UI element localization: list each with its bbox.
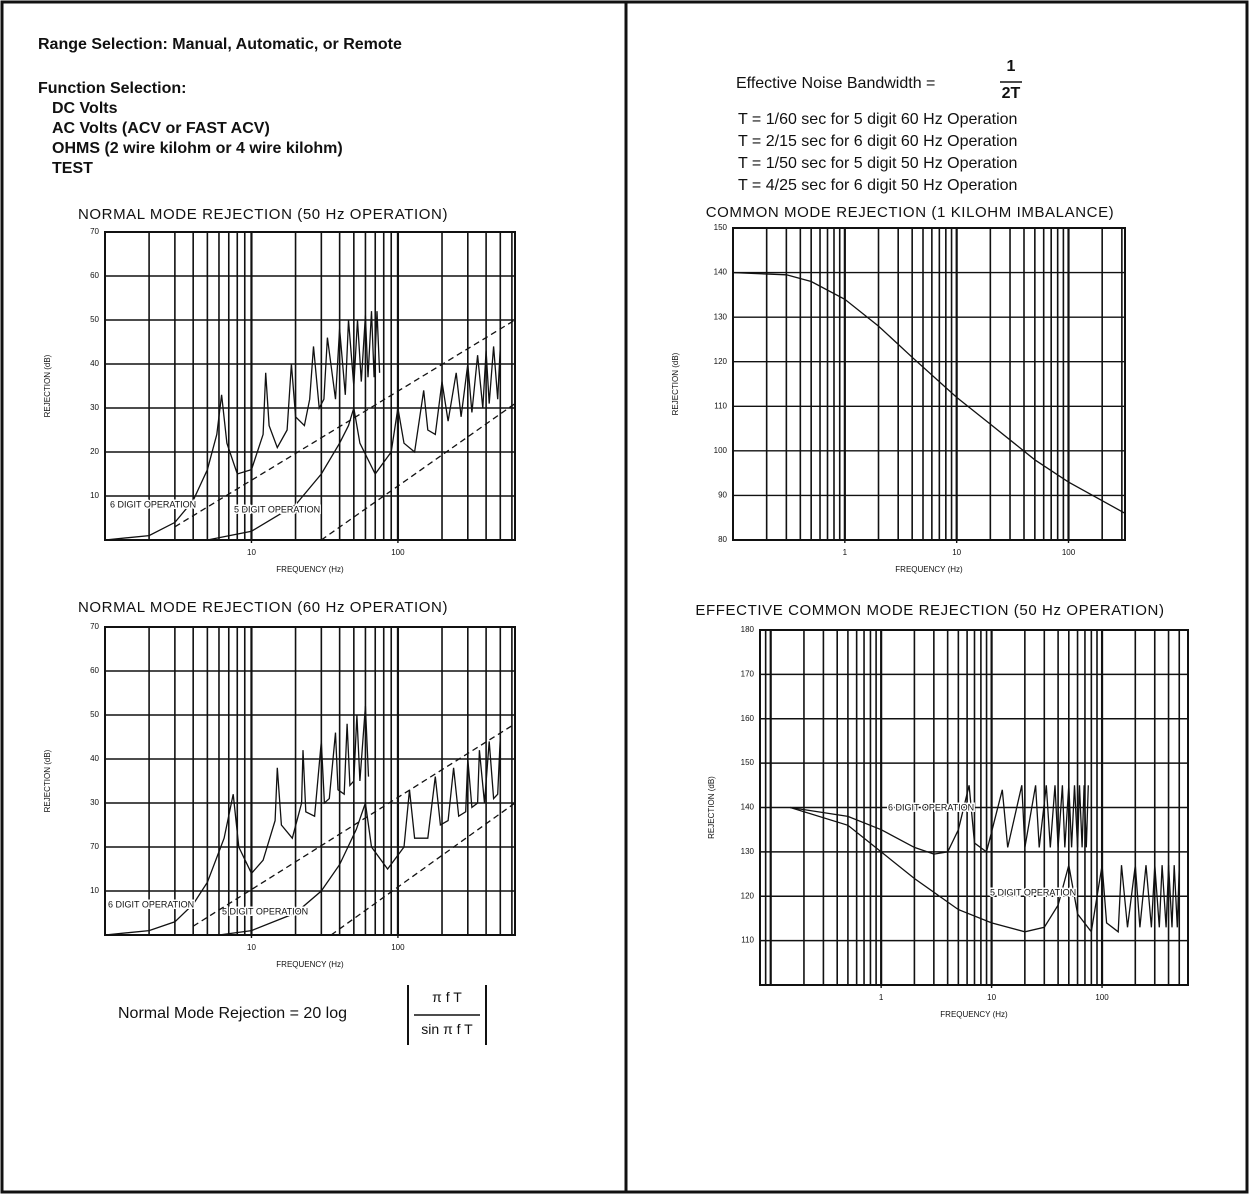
y-tick-label: 170 [741,669,755,678]
y-tick-label: 60 [90,271,99,280]
x-tick-label: 1 [879,993,884,1002]
series-label: 6 DIGIT OPERATION [110,499,196,509]
series-line [207,346,501,541]
x-tick-label: 10 [247,943,256,952]
x-tick-label: 10 [247,548,256,557]
bandwidth-label: Effective Noise Bandwidth = [736,75,936,92]
y-tick-label: 30 [90,403,99,412]
plot-frame [732,227,1126,541]
x-tick-label: 10 [987,993,996,1002]
y-tick-label: 70 [90,227,99,236]
y-tick-label: 50 [90,710,99,719]
y-tick-label: 10 [90,886,99,895]
y-tick-label: 70 [90,622,99,631]
series-label: 5 DIGIT OPERATION [990,887,1076,897]
period: T = 1/60 sec for 5 digit 60 Hz Operation [738,111,1018,128]
y-tick-label: 50 [90,315,99,324]
y-tick-label: 20 [90,447,99,456]
y-tick-label: 120 [741,891,755,900]
x-axis-label: FREQUENCY (Hz) [276,565,344,574]
series-label: 5 DIGIT OPERATION [234,504,320,514]
chart-title: COMMON MODE REJECTION (1 KILOHM IMBALANC… [706,204,1115,221]
function-item: AC Volts (ACV or FAST ACV) [52,120,270,137]
series-line [192,723,516,927]
series-label: 6 DIGIT OPERATION [888,802,974,812]
chart-title: NORMAL MODE REJECTION (60 Hz OPERATION) [78,599,448,616]
y-tick-label: 80 [718,535,727,544]
function-item: OHMS (2 wire kilohm or 4 wire kilohm) [52,140,343,157]
y-tick-label: 130 [714,312,728,321]
plot-frame [104,626,516,936]
series-line [174,319,516,528]
y-tick-label: 120 [714,357,728,366]
y-tick-label: 140 [714,268,728,277]
range-selection: Range Selection: Manual, Automatic, or R… [38,36,402,53]
y-tick-label: 40 [90,754,99,763]
series-line [732,271,1126,514]
x-tick-label: 100 [391,548,405,557]
x-tick-label: 1 [843,548,848,557]
x-axis-label: FREQUENCY (Hz) [940,1010,1008,1019]
x-axis-label: FREQUENCY (Hz) [276,960,344,969]
y-tick-label: 40 [90,359,99,368]
y-tick-label: 110 [741,936,754,945]
y-tick-label: 130 [741,847,755,856]
bandwidth-denominator: 2T [1001,85,1021,102]
period: T = 4/25 sec for 6 digit 50 Hz Operation [738,177,1018,194]
function-item: TEST [52,160,93,177]
series-line [790,806,1180,934]
series-line [104,706,370,936]
y-tick-label: 140 [741,803,755,812]
y-tick-label: 110 [714,401,727,410]
series-label: 5 DIGIT OPERATION [222,906,308,916]
series-line [104,311,381,541]
series-line [218,736,501,936]
y-axis-label: REJECTION (dB) [671,352,680,415]
y-axis-label: REJECTION (dB) [43,354,52,417]
x-tick-label: 100 [1062,548,1076,557]
y-tick-label: 70 [90,842,99,851]
plot-frame [759,629,1189,986]
series-line [330,802,516,936]
period: T = 2/15 sec for 6 digit 60 Hz Operation [738,133,1018,150]
formula-label: Normal Mode Rejection = 20 log [118,1005,348,1022]
y-tick-label: 150 [714,223,728,232]
plot-frame [104,231,516,541]
y-tick-label: 150 [741,758,755,767]
function-item: DC Volts [52,100,118,117]
y-tick-label: 90 [718,491,727,500]
x-tick-label: 100 [1095,993,1109,1002]
formula-denominator: sin π f T [421,1021,473,1037]
series-line [790,785,1089,855]
formula-numerator: π f T [432,989,462,1005]
y-tick-label: 100 [714,446,728,455]
x-tick-label: 100 [391,943,405,952]
y-axis-label: REJECTION (dB) [707,776,716,839]
x-tick-label: 10 [952,548,961,557]
y-tick-label: 160 [741,714,755,723]
y-tick-label: 10 [90,491,99,500]
series-label: 6 DIGIT OPERATION [108,899,194,909]
chart-title: NORMAL MODE REJECTION (50 Hz OPERATION) [78,206,448,223]
bandwidth-numerator: 1 [1006,58,1016,75]
x-axis-label: FREQUENCY (Hz) [895,565,963,574]
y-tick-label: 60 [90,666,99,675]
period: T = 1/50 sec for 5 digit 50 Hz Operation [738,155,1018,172]
y-axis-label: REJECTION (dB) [43,749,52,812]
y-tick-label: 30 [90,798,99,807]
y-tick-label: 180 [741,625,755,634]
chart-title: EFFECTIVE COMMON MODE REJECTION (50 Hz O… [695,602,1164,619]
function-heading: Function Selection: [38,80,187,97]
